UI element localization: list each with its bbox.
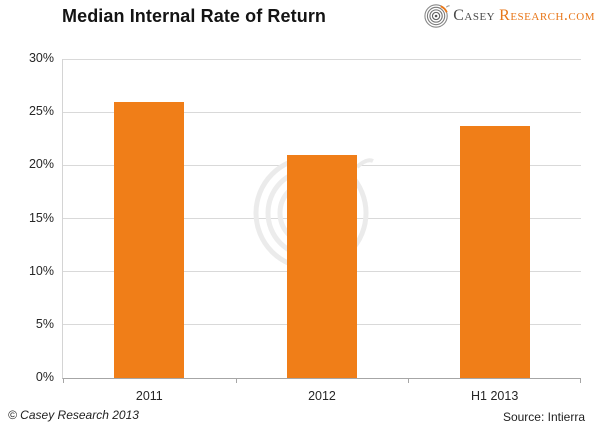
x-axis-tick-label: 2012: [308, 389, 336, 403]
y-axis-tick-label: 0%: [35, 370, 54, 384]
x-axis-tick-mark: [63, 378, 64, 383]
casey-research-spiral-icon: [424, 4, 451, 28]
x-axis-tick-mark: [235, 378, 237, 383]
casey-research-logo: Casey Research.com: [424, 3, 595, 29]
x-axis-tick-mark: [408, 378, 410, 383]
gridline: [63, 58, 581, 60]
y-axis-tick-label: 15%: [28, 210, 54, 225]
y-axis-tick-label: 5%: [35, 316, 54, 331]
x-axis-tick-label: H1 2013: [471, 389, 519, 403]
logo-text-research: Research.com: [499, 7, 595, 24]
bar-2012: [287, 154, 357, 378]
logo-text-casey: Casey: [453, 7, 496, 24]
y-axis-labels: 0% 5% 10% 15% 20% 25% 30%: [0, 0, 54, 431]
source-attribution: Source: Intierra: [502, 410, 585, 424]
gridline: [63, 111, 581, 113]
bar-2011: [114, 101, 185, 378]
y-axis-tick-label: 25%: [28, 104, 54, 119]
copyright-text: © Casey Research 2013: [8, 408, 139, 422]
chart-title: Median Internal Rate of Return: [62, 6, 327, 26]
y-axis-tick-label: 30%: [28, 51, 54, 65]
x-axis-tick-label: 2011: [135, 389, 163, 403]
y-axis-tick-label: 10%: [28, 263, 54, 278]
bar-h1-2013: [459, 126, 530, 378]
x-axis-tick-mark: [580, 378, 581, 383]
bar-chart-plot-area: 2011 2012 H1 2013: [62, 58, 581, 403]
y-axis-tick-label: 20%: [28, 157, 54, 172]
